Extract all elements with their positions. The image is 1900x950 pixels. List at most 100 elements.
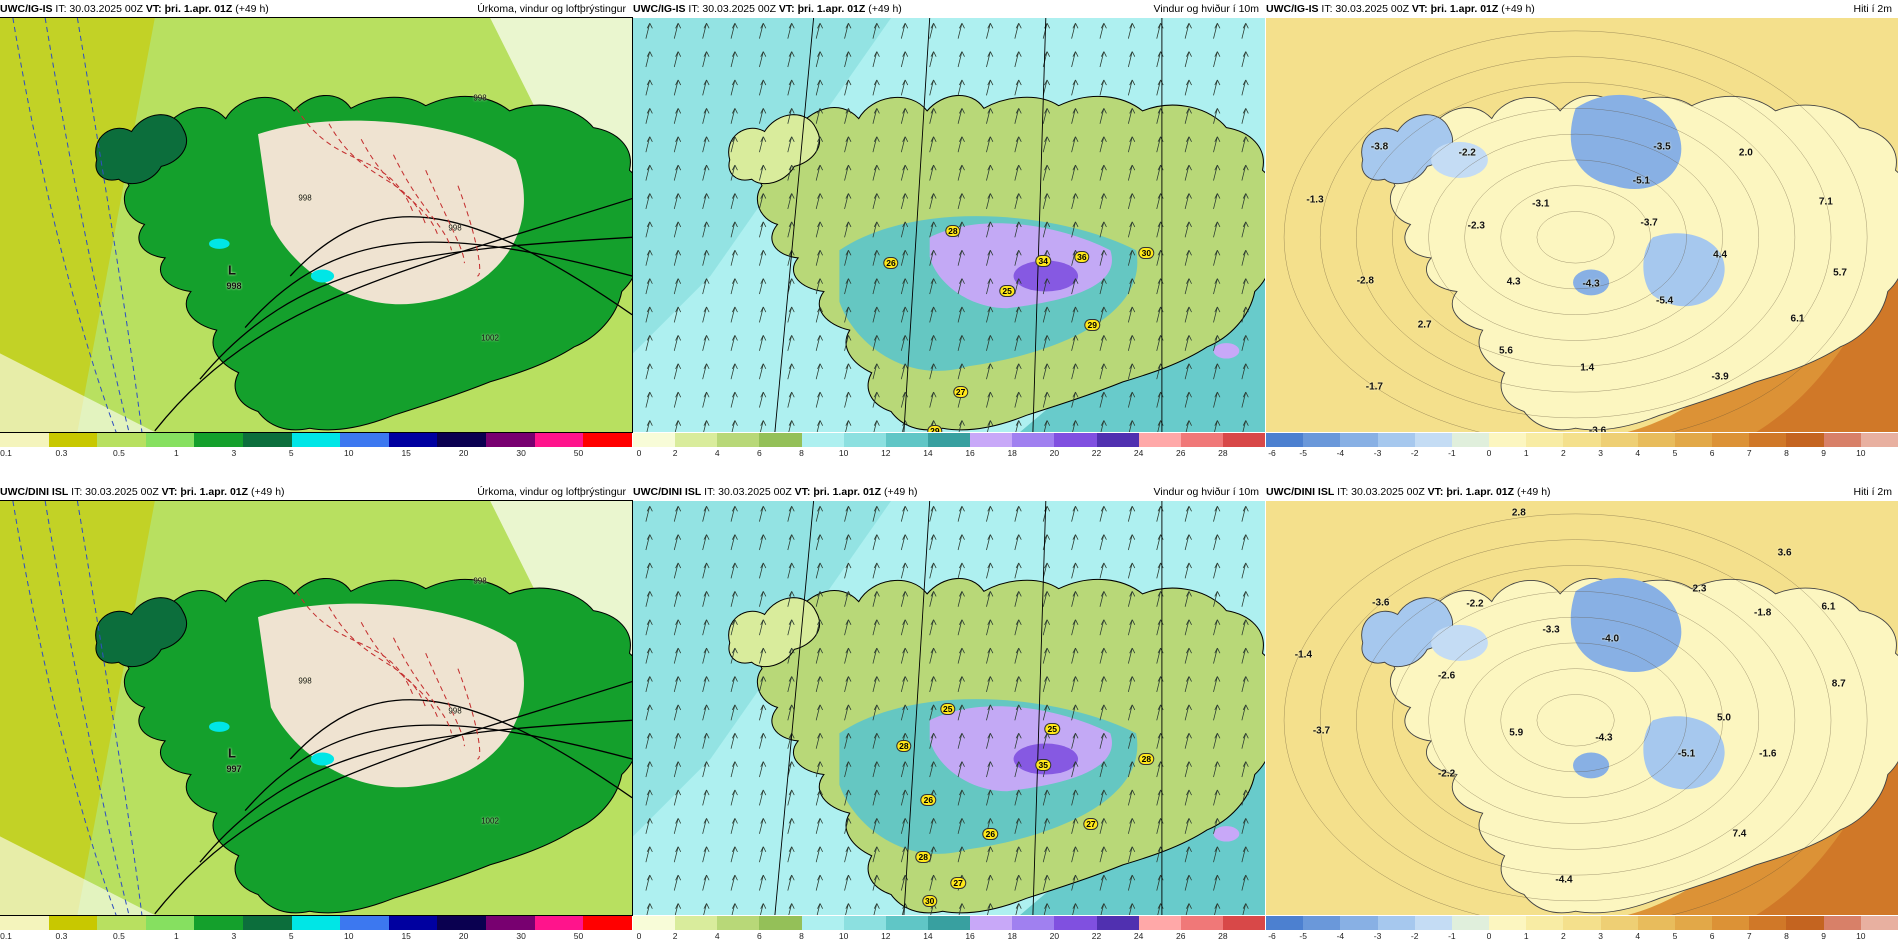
- colorbar-tick-label: 14: [923, 931, 933, 941]
- colorbar-swatch: [388, 916, 438, 930]
- colorbar-swatch: [1012, 433, 1055, 447]
- colorbar-swatch: [97, 433, 146, 447]
- colorbar-tick-label: 1: [1523, 931, 1529, 941]
- colorbar-tick-label: 6: [757, 931, 762, 941]
- colorbar-tick-label: 22: [1091, 448, 1102, 458]
- colorbar-swatch: [1303, 433, 1341, 447]
- colorbar-swatch: [1096, 916, 1139, 930]
- model-name: UWC/IG-IS: [633, 3, 686, 15]
- init-time: IT: 30.03.2025 00Z: [704, 486, 792, 498]
- gust-label: 26: [982, 827, 999, 840]
- temperature-label: 5.9: [1509, 727, 1524, 739]
- panel-header: UWC/IG-IS IT: 30.03.2025 00Z VT: þri. 1.…: [633, 0, 1265, 18]
- colorbar-swatch: [1823, 916, 1861, 930]
- temperature-label: -5.4: [1655, 295, 1674, 306]
- model-name: UWC/IG-IS: [0, 3, 53, 15]
- colorbar-swatch: [145, 916, 195, 930]
- colorbar-swatch: [633, 916, 676, 930]
- colorbar-tick-label: 0.5: [112, 448, 125, 458]
- temperature-label: -3.6: [1372, 597, 1390, 609]
- colorbar-tick-label: 8: [1784, 931, 1789, 941]
- colorbar-tick-label: 28: [1218, 448, 1228, 458]
- colorbar-swatch: [801, 433, 844, 447]
- valid-time: þri. 1.apr. 01Z: [180, 486, 249, 498]
- panel-title: Úrkoma, vindur og loftþrýstingur: [477, 3, 626, 15]
- colorbar-swatch: [970, 916, 1013, 930]
- temperature-label: -3.7: [1312, 725, 1331, 737]
- colorbar-swatch: [48, 433, 98, 447]
- colorbar-tick-label: 20: [1049, 448, 1060, 458]
- colorbar-tick-label: 12: [881, 931, 891, 941]
- colorbar-swatch: [843, 433, 886, 447]
- map-canvas: [633, 501, 1265, 915]
- temperature-label: 7.1: [1818, 196, 1833, 208]
- colorbar-tick-label: 10: [1856, 448, 1866, 458]
- init-time: IT: 30.03.2025 00Z: [688, 3, 776, 15]
- colorbar-swatch: [1222, 433, 1266, 447]
- colorbar-tick-label: 2: [1561, 931, 1566, 941]
- valid-time-label: VT:: [794, 486, 811, 498]
- model-name: UWC/IG-IS: [1266, 3, 1319, 15]
- colorbar-tick-label: 8: [1784, 448, 1789, 458]
- colorbar-tick-label: 7: [1746, 931, 1752, 941]
- colorbar-tick-label: 20: [458, 931, 469, 941]
- valid-time: þri. 1.apr. 01Z: [164, 3, 233, 15]
- colorbar-tick-label: 0: [1486, 931, 1492, 941]
- colorbar-swatch: [340, 433, 389, 447]
- colorbar-swatch: [1749, 433, 1787, 447]
- map-area: 26 28 25 34 36 30 29 27 29: [633, 18, 1265, 432]
- colorbar-swatch: [633, 433, 676, 447]
- colorbar-tick-label: 14: [923, 448, 933, 458]
- colorbar-tick-label: 1: [1523, 448, 1529, 458]
- colorbar-swatch: [1138, 433, 1181, 447]
- colorbar-tick-label: -4: [1336, 931, 1345, 941]
- colorbar-swatch: [927, 433, 971, 447]
- colorbar-tick-label: 16: [965, 448, 975, 458]
- gust-label: 29: [927, 424, 943, 432]
- colorbar-tick-label: 5: [288, 448, 294, 458]
- colorbar-tick-label: -6: [1268, 931, 1276, 941]
- colorbar-swatch: [291, 916, 341, 930]
- colorbar-tick-label: 10: [343, 931, 354, 941]
- colorbar-tick-label: -2: [1410, 448, 1419, 458]
- colorbar-tick-label: -2: [1410, 931, 1419, 941]
- colorbar-swatch: [1712, 433, 1750, 447]
- colorbar-tick-label: 22: [1091, 931, 1102, 941]
- gust-label: 29: [1084, 319, 1100, 332]
- panel-header: UWC/DINI ISL IT: 30.03.2025 00Z VT: þri.…: [1266, 483, 1898, 501]
- colorbar: [0, 916, 632, 930]
- colorbar-tick-label: 9: [1821, 931, 1827, 941]
- temperature-label: -5.1: [1677, 748, 1696, 760]
- map-canvas: [1266, 501, 1898, 915]
- panel-dini-wind: UWC/DINI ISL IT: 30.03.2025 00Z VT: þri.…: [633, 483, 1266, 941]
- colorbar-swatch: [486, 916, 535, 930]
- init-time: IT: 30.03.2025 00Z: [55, 3, 143, 15]
- lead-time: (+49 h): [883, 486, 918, 498]
- colorbar-tick-label: -1: [1448, 931, 1456, 941]
- colorbar-swatch: [1600, 916, 1638, 930]
- gust-label: 25: [1044, 723, 1060, 736]
- valid-time: þri. 1.apr. 01Z: [1446, 486, 1515, 498]
- temperature-label: 2.3: [1692, 583, 1707, 595]
- colorbar-swatch: [1340, 433, 1378, 447]
- gust-label: 35: [1035, 759, 1051, 772]
- colorbar-swatch: [843, 916, 886, 930]
- colorbar-swatch: [1340, 916, 1378, 930]
- colorbar-swatch: [885, 916, 928, 930]
- panel-title: Hiti í 2m: [1853, 486, 1892, 498]
- colorbar-swatch: [1451, 916, 1490, 930]
- panel-dini-temp: UWC/DINI ISL IT: 30.03.2025 00Z VT: þri.…: [1266, 483, 1898, 941]
- temperature-label: -1.3: [1306, 194, 1324, 206]
- colorbar-swatch: [1377, 916, 1415, 930]
- temperature-label: -2.8: [1356, 275, 1374, 287]
- colorbar-tick-label: 2: [672, 931, 678, 941]
- colorbar-swatch: [1266, 433, 1304, 447]
- colorbar-tick-label: 50: [573, 931, 584, 941]
- colorbar-swatch: [759, 916, 802, 930]
- colorbar-swatch: [801, 916, 844, 930]
- temperature-label: -4.3: [1582, 278, 1600, 290]
- temperature-label: 5.7: [1833, 267, 1847, 279]
- colorbar-tick-label: 2: [672, 448, 678, 458]
- low-pressure-label: L: [228, 745, 236, 761]
- colorbar-swatch: [1637, 916, 1675, 930]
